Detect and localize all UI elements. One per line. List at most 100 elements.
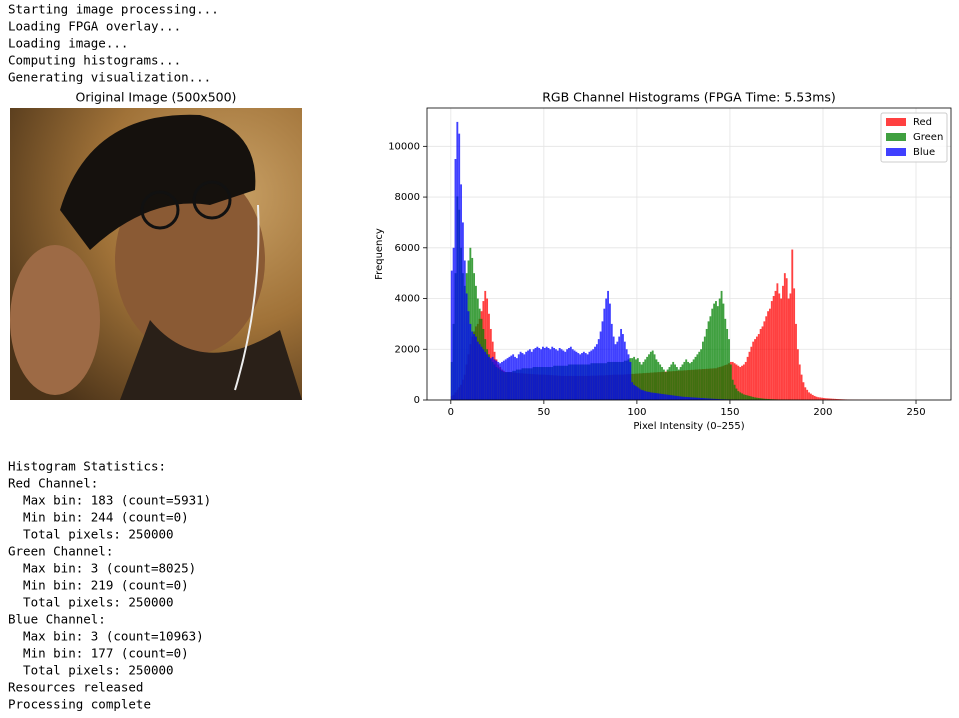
histogram-bar [837,399,840,400]
histogram-bar [672,361,675,400]
histogram-bar [541,346,544,400]
histogram-bar [649,392,652,400]
histogram-bar [482,349,485,400]
histogram-bar [696,354,699,400]
histogram-bar [473,334,476,400]
histogram-bar [763,398,766,400]
histogram-bar [752,341,755,400]
histogram-bar [467,311,470,400]
legend-label: Red [913,117,932,128]
histogram-bar [504,359,507,400]
histogram-bar [480,346,483,400]
histogram-bar [834,398,837,400]
histogram-bar [683,396,686,400]
histogram-bar [638,388,641,400]
histogram-bar [465,293,468,400]
histogram-bar [622,334,624,400]
histogram-bar [718,298,721,400]
histogram-bar [594,346,596,400]
histogram-bar [519,351,522,400]
histogram-bar [664,372,667,400]
histogram-bar [737,391,740,400]
y-tick-label: 6000 [395,243,420,254]
legend-swatch [886,148,906,156]
y-tick-label: 10000 [388,141,420,152]
stats-line: Total pixels: 250000 [8,595,174,610]
histogram-bar [648,391,650,400]
histogram-bar [623,341,626,400]
histogram-bar [560,349,563,400]
stats-line: Processing complete [8,697,151,712]
histogram-bar [515,358,518,400]
histogram-bar [661,367,663,400]
x-tick-label: 100 [627,407,646,418]
histogram-bar [796,349,799,400]
histogram-bar [698,351,701,400]
histogram-bar [733,363,736,400]
histogram-bar [569,346,572,400]
histogram-bar [627,354,630,400]
stats-line: Green Channel: [8,544,113,559]
histogram-bar [664,394,667,400]
histogram-bar [493,359,496,400]
histogram-bar [502,360,505,400]
histogram-bar [530,351,533,400]
histogram-bar [713,303,716,400]
histogram-bar [811,394,814,400]
histogram-bar [677,396,680,400]
histogram-bar [675,367,678,400]
histogram-bar [495,360,498,400]
histogram-bar [707,321,710,400]
photo [10,108,302,400]
histogram-bar [702,341,704,400]
histogram-bar [528,349,531,400]
histogram-bar [769,399,771,400]
histogram-bar [644,359,647,400]
histogram-bar [692,359,695,400]
histogram-bar [661,393,663,400]
histogram-bar [700,349,703,400]
histogram-bar [672,395,675,400]
histogram-bar [819,397,822,400]
stats-line: Max bin: 3 (count=8025) [8,561,196,576]
histogram-bar [681,396,684,400]
histogram-bar [815,396,818,400]
histogram-bar [461,222,464,400]
histogram-bar [543,347,546,400]
histogram-bar [789,293,792,400]
histogram-bar [595,344,598,400]
axes-frame [426,107,952,401]
histogram-bar [793,288,796,400]
histogram-bar [536,346,539,400]
stats-line: Histogram Statistics: [8,459,166,474]
histogram-bar [584,353,587,400]
histogram-bar [571,349,574,400]
histogram-bar [607,290,609,400]
histogram-bar [534,347,537,400]
histogram-bar [744,394,747,400]
histogram-bar [705,328,708,400]
histogram-bar [562,350,565,400]
y-axis-label: Frequency [374,228,385,280]
histogram-bar [463,260,466,400]
histogram-bar [689,397,691,400]
histogram-bar [551,346,554,400]
histogram-bar [657,361,660,400]
histogram-bar [755,336,758,400]
x-axis-label: Pixel Intensity (0–255) [633,421,744,432]
histogram-bar [547,347,550,400]
histogram-bar [644,391,647,400]
histogram-bar [631,358,634,400]
histogram-bar [776,283,779,400]
histogram-bar [649,351,652,400]
histogram-bar [685,359,688,400]
histogram-bar [506,358,509,400]
legend-label: Blue [913,147,935,158]
histogram-bar [636,358,639,400]
histogram-bar [555,349,557,400]
histogram-bar [800,374,803,400]
histogram-bar [653,392,656,400]
histogram-bar [690,361,693,400]
histogram-bar [689,363,691,400]
